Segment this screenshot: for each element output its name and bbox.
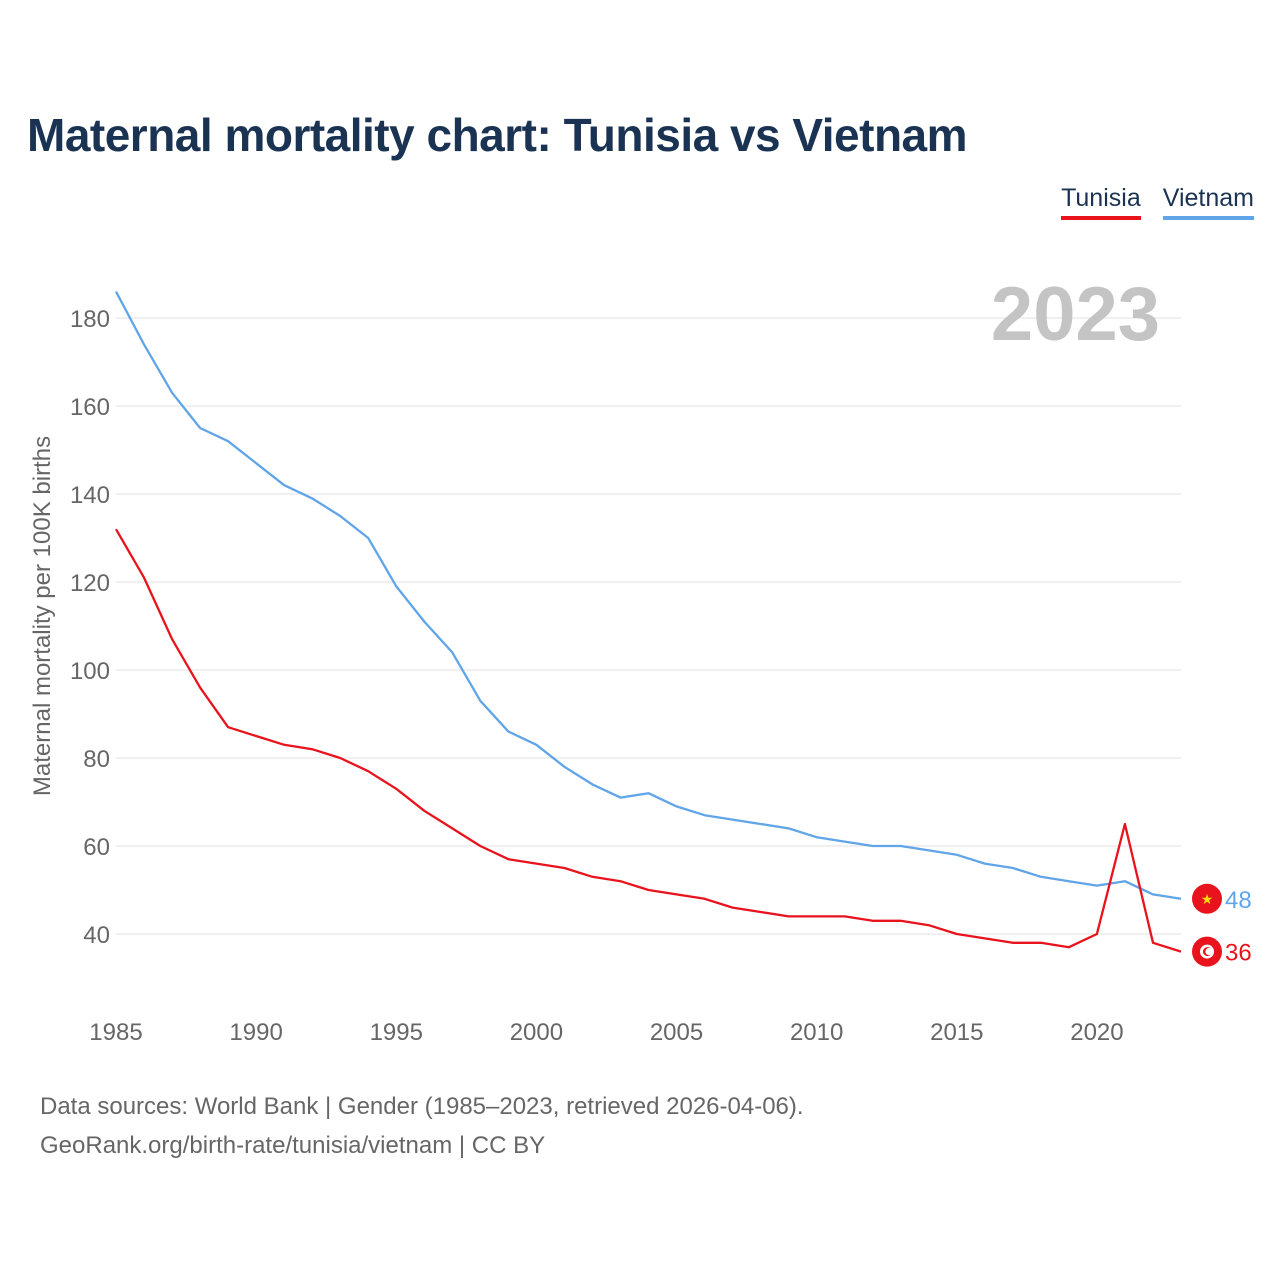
legend-item-tunisia[interactable]: Tunisia (1061, 183, 1141, 220)
y-tick-label: 160 (70, 394, 110, 421)
y-tick-label: 60 (83, 834, 110, 861)
y-tick-label: 100 (70, 658, 110, 685)
series-line-tunisia (115, 528, 1182, 953)
x-tick-label: 2005 (650, 1019, 703, 1046)
footer: Data sources: World Bank | Gender (1985–… (40, 1087, 804, 1165)
svg-text:★: ★ (1201, 892, 1214, 908)
x-tick-label: 2020 (1070, 1019, 1123, 1046)
vietnam-flag-icon: ★ (1192, 883, 1222, 914)
year-badge: 2023 (991, 272, 1160, 357)
y-tick-label: 40 (83, 922, 110, 949)
y-tick-label: 120 (70, 570, 110, 597)
end-label-vietnam: 48 (1225, 887, 1252, 914)
line-chart: 40 60 80 100 120 140 160 180 1985 1990 1995 2000 200… (29, 272, 1252, 1046)
page-title: Maternal mortality chart: Tunisia vs Vie… (27, 109, 968, 161)
y-tick-label: 180 (70, 306, 110, 333)
tunisia-flag-icon (1192, 936, 1222, 967)
x-tick-label: 1995 (370, 1019, 423, 1046)
y-tick-label: 140 (70, 482, 110, 509)
series-line-vietnam (114, 291, 1182, 900)
legend: Tunisia Vietnam (1061, 183, 1254, 220)
x-tick-label: 2015 (930, 1019, 983, 1046)
x-tick-label: 2010 (790, 1019, 843, 1046)
y-axis-label: Maternal mortality per 100K births (29, 436, 56, 796)
legend-item-vietnam[interactable]: Vietnam (1162, 183, 1254, 220)
y-tick-label: 80 (83, 746, 110, 773)
footer-sources: Data sources: World Bank | Gender (1985–… (40, 1093, 804, 1120)
x-tick-label: 1990 (229, 1019, 282, 1046)
end-label-tunisia: 36 (1225, 940, 1252, 967)
x-tick-label: 1985 (89, 1019, 142, 1046)
footer-link: GeoRank.org/birth-rate/tunisia/vietnam |… (40, 1132, 546, 1159)
x-tick-label: 2000 (510, 1019, 563, 1046)
